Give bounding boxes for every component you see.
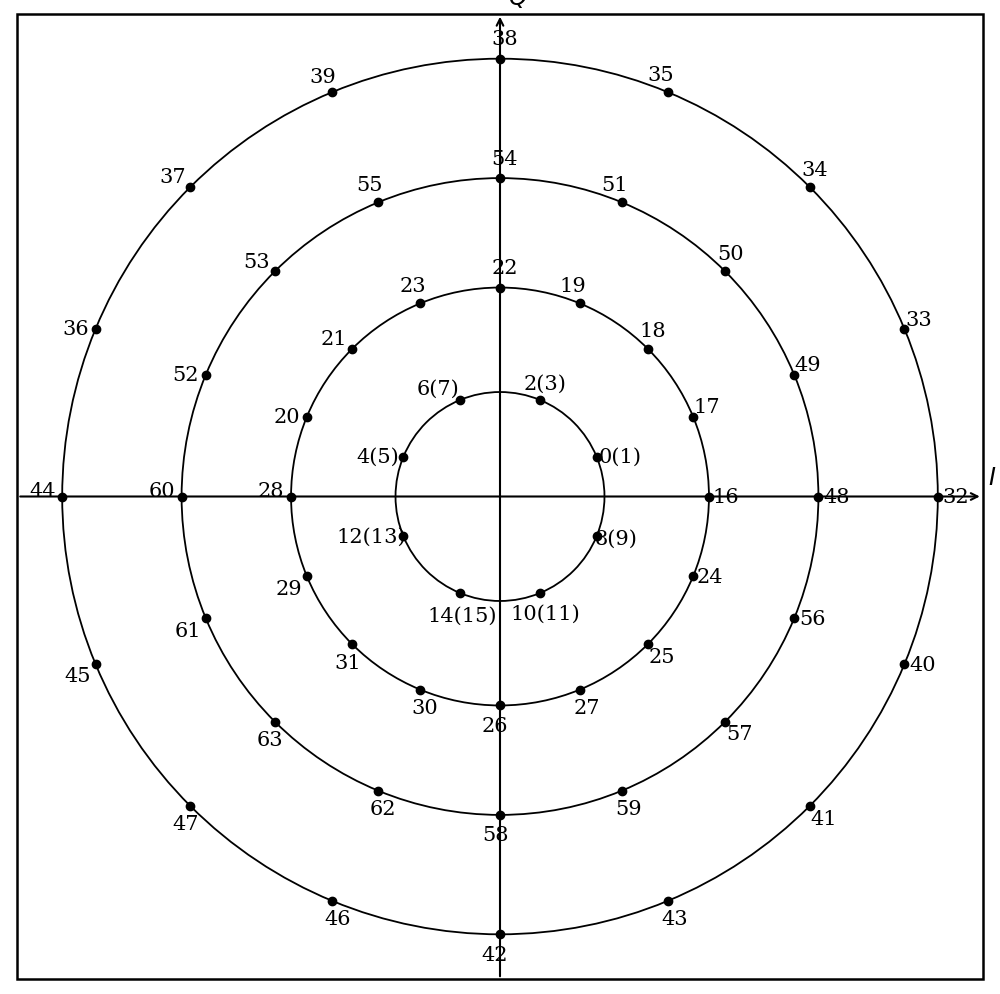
Text: 63: 63 — [257, 731, 283, 749]
Text: 44: 44 — [29, 481, 56, 501]
Text: 53: 53 — [244, 252, 270, 271]
Text: 23: 23 — [400, 276, 426, 296]
Text: 59: 59 — [615, 799, 642, 818]
Text: 57: 57 — [726, 725, 752, 744]
Text: 19: 19 — [560, 276, 586, 296]
Text: $I$: $I$ — [988, 466, 996, 489]
Text: 37: 37 — [159, 168, 186, 187]
Text: 38: 38 — [492, 30, 518, 50]
Text: 40: 40 — [909, 655, 936, 674]
Text: 21: 21 — [321, 330, 348, 349]
Text: 30: 30 — [412, 698, 438, 718]
Text: 0(1): 0(1) — [599, 447, 642, 466]
Text: 51: 51 — [602, 176, 628, 195]
Text: 41: 41 — [810, 809, 837, 828]
Text: 20: 20 — [274, 408, 300, 426]
Text: 62: 62 — [370, 799, 396, 818]
Text: 60: 60 — [148, 481, 175, 501]
Text: 8(9): 8(9) — [595, 530, 638, 549]
Text: 54: 54 — [492, 149, 518, 169]
Text: 46: 46 — [324, 910, 351, 928]
Text: 36: 36 — [62, 320, 89, 339]
Text: 17: 17 — [694, 398, 720, 416]
Text: 56: 56 — [799, 609, 825, 628]
Text: 58: 58 — [482, 825, 508, 845]
Text: 27: 27 — [574, 698, 600, 718]
Text: 47: 47 — [172, 815, 199, 834]
Text: 50: 50 — [717, 245, 743, 263]
Text: 12(13): 12(13) — [337, 528, 406, 547]
Text: 26: 26 — [482, 716, 508, 736]
Text: 34: 34 — [801, 160, 828, 179]
Text: 24: 24 — [697, 568, 723, 586]
Text: 55: 55 — [356, 176, 382, 195]
Text: 45: 45 — [64, 667, 91, 686]
Text: 22: 22 — [492, 258, 518, 278]
Text: 14(15): 14(15) — [427, 605, 497, 625]
Text: 4(5): 4(5) — [356, 447, 399, 466]
Text: 25: 25 — [648, 647, 675, 666]
Text: 52: 52 — [173, 366, 199, 385]
Text: $Q$: $Q$ — [508, 0, 528, 10]
Text: 10(11): 10(11) — [510, 603, 580, 623]
Text: 2(3): 2(3) — [524, 374, 566, 394]
Text: 42: 42 — [482, 944, 508, 964]
Text: 18: 18 — [639, 322, 666, 341]
Text: 32: 32 — [942, 487, 969, 507]
Text: 39: 39 — [309, 68, 336, 86]
Text: 33: 33 — [905, 310, 932, 329]
Text: 16: 16 — [713, 487, 739, 507]
Text: 61: 61 — [175, 621, 201, 640]
Text: 49: 49 — [795, 356, 821, 375]
Text: 43: 43 — [661, 910, 688, 928]
Text: 35: 35 — [647, 66, 674, 84]
Text: 6(7): 6(7) — [417, 379, 460, 399]
Text: 28: 28 — [258, 481, 284, 501]
Text: 31: 31 — [334, 653, 361, 672]
Text: 29: 29 — [276, 580, 302, 598]
Text: 48: 48 — [823, 487, 850, 507]
